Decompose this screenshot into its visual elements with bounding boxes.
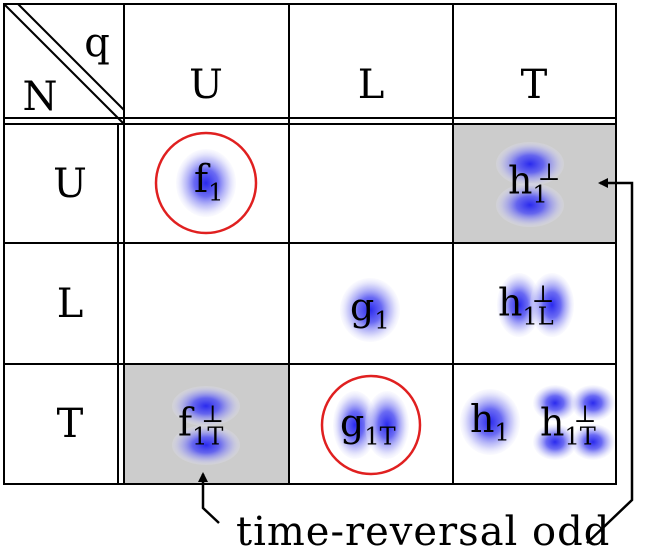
blob-f1 xyxy=(176,149,236,217)
blob-h1Tperp-q4 xyxy=(571,424,615,460)
blob-f1Tperp-bottom xyxy=(172,425,240,465)
label-g1T: g1T xyxy=(340,401,396,451)
row-header-L: L xyxy=(56,281,84,327)
blob-h1Lperp-left xyxy=(497,273,541,337)
blob-h1Tperp-q3 xyxy=(533,424,577,460)
row-header-T: T xyxy=(56,401,84,447)
blob-g1T-left xyxy=(333,391,377,459)
label-h1: h1 xyxy=(470,397,510,447)
blob-h1 xyxy=(460,389,520,455)
highlight-circle-f1 xyxy=(154,131,258,235)
label-h1Tperp: h1T⊥ xyxy=(540,400,597,451)
column-header-T: T xyxy=(520,62,548,108)
column-header-L: L xyxy=(357,62,385,108)
blob-f1Tperp-top xyxy=(172,386,240,426)
table-grid xyxy=(3,3,617,485)
arrow-to-h1perp xyxy=(586,178,634,544)
label-g1: g1 xyxy=(350,285,390,335)
label-h1Lperp: h1L⊥ xyxy=(498,280,555,331)
nucleon-polarization-label: N xyxy=(22,74,58,120)
column-header-U: U xyxy=(189,62,223,108)
quark-polarization-label: q xyxy=(84,20,110,66)
arrow-to-f1Tperp xyxy=(198,472,220,524)
row-header-U: U xyxy=(53,161,87,207)
blob-h1Tperp-q1 xyxy=(533,385,577,421)
blob-g1T-right xyxy=(365,391,409,459)
distribution-blobs xyxy=(172,142,615,465)
label-h1perp: h1⊥ xyxy=(508,158,561,209)
blob-g1 xyxy=(340,278,400,342)
label-f1: f1 xyxy=(194,157,224,207)
blob-h1perp-top xyxy=(496,142,564,186)
blob-h1Lperp-right xyxy=(530,273,574,337)
highlight-circle-g1T xyxy=(320,374,422,476)
label-f1Tperp: f1T⊥ xyxy=(178,400,224,451)
time-reversal-odd-caption: time-reversal odd xyxy=(236,509,611,555)
blob-h1Tperp-q2 xyxy=(571,385,615,421)
blob-h1perp-bottom xyxy=(496,183,564,227)
